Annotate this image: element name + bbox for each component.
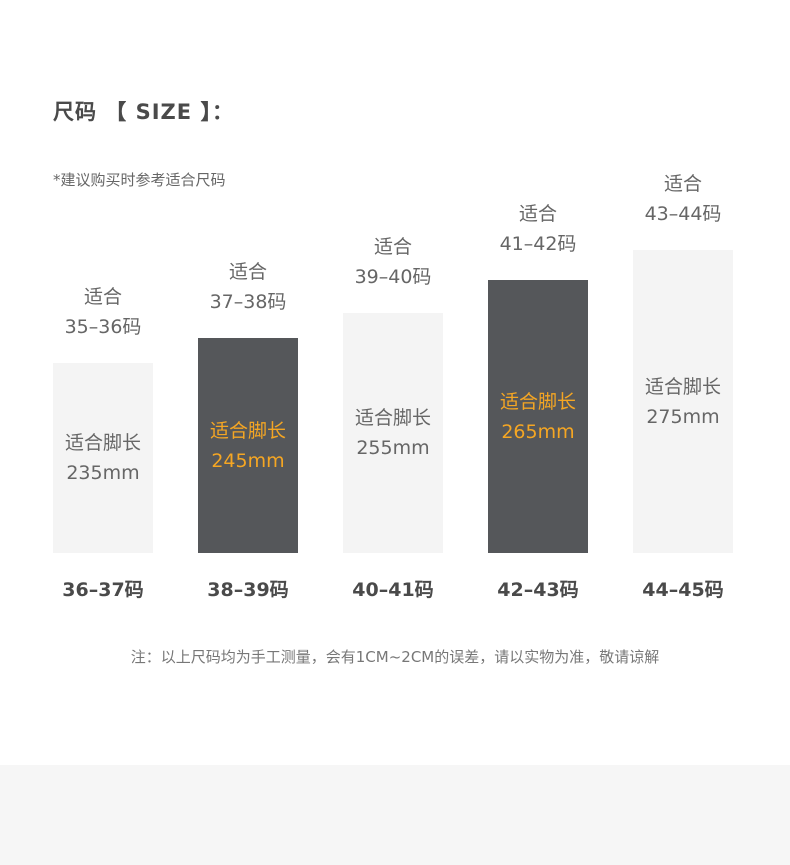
fit-range: 39–40码 bbox=[354, 266, 432, 288]
fit-range: 35–36码 bbox=[64, 316, 142, 338]
foot-length-label: 适合脚长 bbox=[209, 419, 286, 442]
fit-label: 适合 bbox=[663, 173, 702, 195]
fit-label: 适合 bbox=[83, 286, 122, 308]
shoe-size-label: 42–43码 bbox=[497, 579, 579, 601]
fit-range-label: 适合 41–42码 bbox=[468, 199, 608, 259]
foot-length-value: 265mm bbox=[501, 420, 575, 443]
fit-label: 适合 bbox=[373, 236, 412, 258]
fit-label: 适合 bbox=[228, 261, 267, 283]
fit-range: 41–42码 bbox=[499, 233, 577, 255]
bottom-band bbox=[0, 765, 790, 865]
foot-length-label: 适合脚长 bbox=[499, 390, 576, 413]
foot-length-value: 275mm bbox=[646, 405, 720, 428]
shoe-size-label: 36–37码 bbox=[62, 579, 144, 601]
foot-length-bar: 适合脚长 235mm bbox=[53, 363, 153, 553]
fit-range-label: 适合 43–44码 bbox=[613, 169, 753, 229]
fit-range: 43–44码 bbox=[644, 203, 722, 225]
size-column: 适合 35–36码 适合脚长 235mm bbox=[53, 0, 153, 553]
fit-range-label: 适合 37–38码 bbox=[178, 257, 318, 317]
foot-length-value: 245mm bbox=[211, 449, 285, 472]
fit-range-label: 适合 35–36码 bbox=[33, 282, 173, 342]
page-title: 尺码 【 SIZE 】： bbox=[53, 100, 234, 124]
foot-length-value: 235mm bbox=[66, 462, 140, 484]
shoe-size-label: 44–45码 bbox=[642, 579, 724, 601]
fit-range-label: 适合 39–40码 bbox=[323, 232, 463, 292]
size-column: 适合 37–38码 适合脚长 245mm bbox=[198, 0, 298, 553]
subtitle-note: *建议购买时参考适合尺码 bbox=[53, 171, 226, 189]
size-column: 适合 41–42码 适合脚长 265mm bbox=[488, 0, 588, 553]
size-column: 适合 43–44码 适合脚长 275mm bbox=[633, 0, 733, 553]
foot-length-bar: 适合脚长 265mm bbox=[488, 280, 588, 553]
foot-length-value: 255mm bbox=[356, 437, 430, 459]
foot-length-label: 适合脚长 bbox=[354, 407, 431, 429]
foot-length-bar: 适合脚长 255mm bbox=[343, 313, 443, 553]
size-column: 适合 39–40码 适合脚长 255mm bbox=[343, 0, 443, 553]
fit-label: 适合 bbox=[518, 203, 557, 225]
shoe-size-label: 38–39码 bbox=[207, 579, 289, 601]
foot-length-bar: 适合脚长 275mm bbox=[633, 250, 733, 553]
fit-range: 37–38码 bbox=[209, 291, 287, 313]
footnote: 注：以上尺码均为手工测量，会有1CM~2CM的误差，请以实物为准，敬请谅解 bbox=[130, 648, 660, 666]
foot-length-label: 适合脚长 bbox=[644, 375, 721, 398]
foot-length-bar: 适合脚长 245mm bbox=[198, 338, 298, 553]
shoe-size-label: 40–41码 bbox=[352, 579, 434, 601]
foot-length-label: 适合脚长 bbox=[64, 432, 141, 454]
